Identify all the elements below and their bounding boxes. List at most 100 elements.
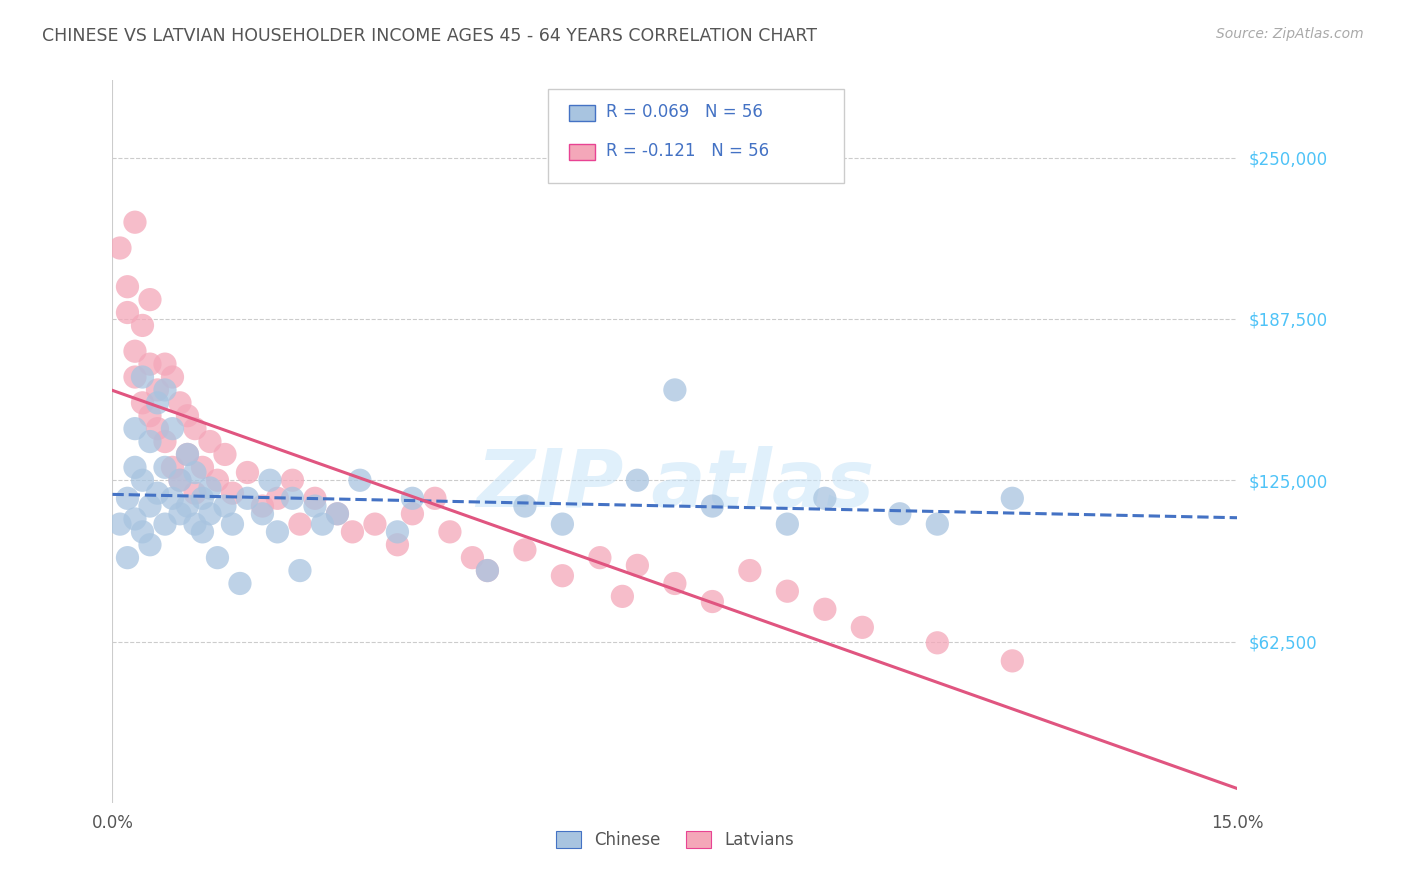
Point [184,422,207,436]
Point [401,507,423,521]
Point [169,473,191,487]
Point [131,318,153,333]
Point [169,507,191,521]
Text: Source: ZipAtlas.com: Source: ZipAtlas.com [1216,27,1364,41]
Point [139,499,162,513]
Point [146,486,169,500]
Point [153,383,176,397]
Point [927,517,949,532]
Legend: Chinese, Latvians: Chinese, Latvians [550,824,800,856]
Point [153,434,176,449]
Point [252,507,274,521]
Point [146,422,169,436]
Point [162,370,184,384]
Point [184,466,207,480]
Point [814,491,837,506]
Point [439,524,461,539]
Point [191,491,214,506]
Point [664,383,686,397]
Point [108,517,131,532]
Point [184,517,207,532]
Point [477,564,499,578]
Point [184,486,207,500]
Point [108,241,131,255]
Point [702,594,724,608]
Point [281,491,304,506]
Point [131,524,153,539]
Point [139,434,162,449]
Point [198,481,221,495]
Point [229,576,252,591]
Point [131,370,153,384]
Point [124,370,146,384]
Point [124,460,146,475]
Point [311,517,333,532]
Point [401,491,423,506]
Point [169,396,191,410]
Point [387,524,409,539]
Point [612,590,634,604]
Point [814,602,837,616]
Point [162,491,184,506]
Point [117,305,139,319]
Point [252,499,274,513]
Point [124,422,146,436]
Text: ZIP atlas: ZIP atlas [475,446,875,524]
Point [124,215,146,229]
Point [117,279,139,293]
Point [139,409,162,423]
Point [176,499,198,513]
Point [626,473,648,487]
Text: R = 0.069   N = 56: R = 0.069 N = 56 [606,103,763,121]
Point [139,357,162,371]
Point [266,491,288,506]
Point [304,499,326,513]
Point [1001,654,1024,668]
Point [288,517,311,532]
Point [131,473,153,487]
Point [131,396,153,410]
Point [513,542,536,557]
Point [146,383,169,397]
Point [191,460,214,475]
Point [326,507,349,521]
Point [198,507,221,521]
Point [288,564,311,578]
Point [153,357,176,371]
Point [664,576,686,591]
Point [326,507,349,521]
Point [551,517,574,532]
Point [281,473,304,487]
Point [162,422,184,436]
Point [117,550,139,565]
Point [776,584,799,599]
Point [207,473,229,487]
Point [477,564,499,578]
Point [153,517,176,532]
Point [221,486,243,500]
Point [162,460,184,475]
Point [1001,491,1024,506]
Point [176,447,198,461]
Point [221,517,243,532]
Point [236,466,259,480]
Point [423,491,446,506]
Point [176,409,198,423]
Point [214,499,236,513]
Point [776,517,799,532]
Point [387,538,409,552]
Point [551,568,574,582]
Point [364,517,387,532]
Point [851,620,873,634]
Point [259,473,281,487]
Point [342,524,364,539]
Point [146,396,169,410]
Point [124,344,146,359]
Point [191,524,214,539]
Point [349,473,371,487]
Point [139,293,162,307]
Point [198,434,221,449]
Point [207,550,229,565]
Point [124,512,146,526]
Point [169,473,191,487]
